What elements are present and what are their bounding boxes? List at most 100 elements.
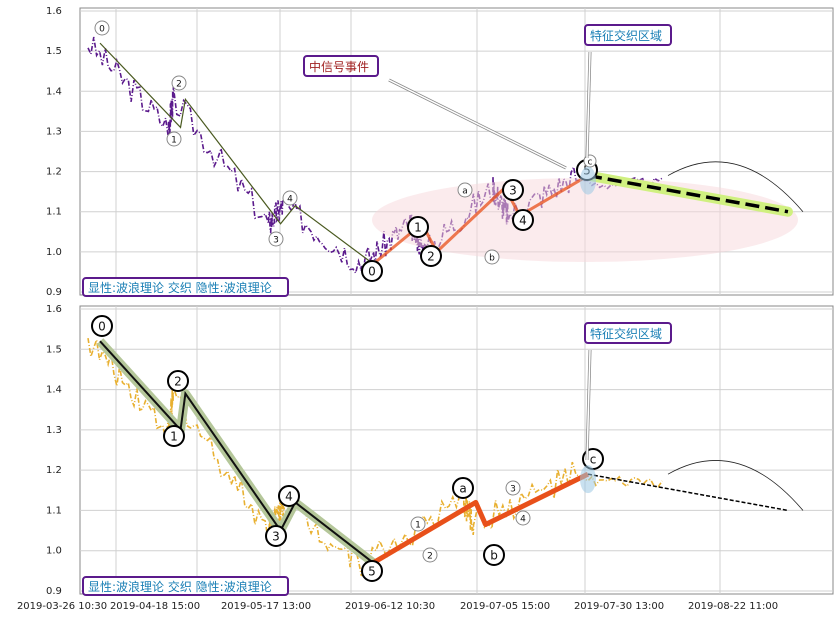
callout: 特征交织区域: [584, 24, 672, 159]
wave-label: 4: [285, 490, 293, 504]
wave-label-circle: [265, 525, 287, 547]
wave-label-circle: [502, 179, 524, 201]
wave-label-circle: [484, 249, 500, 265]
wave-label: 2: [174, 375, 182, 389]
wave-label: a: [462, 187, 468, 197]
wave-label: 2: [427, 250, 435, 264]
wave-label-circle: [163, 425, 185, 447]
wave-main: [99, 340, 374, 564]
wave-label: 1: [415, 521, 421, 531]
wave-label: 3: [510, 485, 516, 495]
callout-text: 中信号事件: [309, 59, 369, 74]
wave-label-circle: [361, 260, 383, 282]
wave-label: 1: [170, 430, 178, 444]
wave-label: c: [590, 453, 597, 467]
y-tick-label: 1.0: [46, 546, 62, 557]
callout-tail-inner: [388, 79, 567, 169]
callout: 中信号事件: [303, 55, 567, 170]
wave-main: [99, 42, 374, 265]
wave-label-circle: [505, 480, 521, 496]
forecast-arc: [667, 161, 804, 212]
legend-text: 显性:波浪理论 交织 隐性:波浪理论: [88, 280, 272, 295]
peak-highlight: [580, 465, 596, 494]
wave-label-circle: [407, 216, 429, 238]
wave-label: a: [459, 482, 466, 496]
wave-orange: [372, 471, 590, 565]
wave-label: 4: [519, 214, 527, 228]
wave-label-circle: [167, 370, 189, 392]
y-tick-label: 1.5: [46, 46, 62, 57]
callout-box: [584, 322, 672, 344]
wave-label: 4: [520, 515, 526, 525]
panel-top: 0.91.01.11.21.31.41.51.602143012345abc显性…: [46, 6, 834, 298]
wave-label: b: [489, 254, 495, 264]
forecast-line: [587, 473, 789, 512]
callout-text: 特征交织区域: [590, 326, 662, 341]
wave-label-circle: [282, 190, 298, 206]
wave-label-circle: [457, 182, 473, 198]
legend-box: [82, 576, 289, 596]
wave-label: 0: [368, 265, 376, 279]
x-tick-label: 2019-06-12 10:30: [345, 601, 435, 612]
wave-label: 4: [287, 195, 293, 205]
wave-label: 3: [272, 530, 280, 544]
plot-frame: [79, 305, 834, 595]
wave-label: b: [490, 549, 498, 563]
x-tick-label: 2019-03-26 10:30: [17, 601, 107, 612]
forecast-line: [587, 173, 789, 214]
wave-label: 3: [509, 184, 517, 198]
wave-label-circle: [166, 131, 182, 147]
y-tick-label: 1.2: [46, 167, 62, 178]
wave-label: 2: [176, 80, 182, 90]
y-tick-label: 1.4: [46, 385, 62, 396]
y-tick-label: 1.2: [46, 465, 62, 476]
wave-label: 1: [171, 136, 177, 146]
x-tick-label: 2019-07-30 13:00: [574, 601, 664, 612]
peak-highlight: [580, 166, 596, 195]
callout-tail-inner: [586, 349, 591, 461]
wave-label-circle: [515, 510, 531, 526]
x-tick-label: 2019-07-05 15:00: [460, 601, 550, 612]
wave-label: 0: [98, 320, 106, 334]
callout-text: 特征交织区域: [590, 28, 662, 43]
wave-label: 3: [273, 236, 279, 246]
wave-label: 2: [427, 552, 433, 562]
callout-tail-inner: [586, 51, 591, 159]
wave-label-circle: [94, 20, 110, 36]
panel-bottom: 0.9 1.0 1.1 1.2 1.3 1.4 1.5 1.6 0 2 1 4 3 5 a b c 1 2 3 4 显性:…: [17, 304, 834, 612]
wave-label-circle: [422, 547, 438, 563]
callout: 特征交织区域: [584, 322, 672, 461]
x-tick-label: 2019-08-22 11:00: [688, 601, 778, 612]
y-tick-label: 1.5: [46, 344, 62, 355]
y-tick-label: 0.9: [46, 287, 62, 298]
y-tick-label: 1.3: [46, 425, 62, 436]
y-tick-label: 1.4: [46, 86, 62, 97]
y-tick-label: 0.9: [46, 586, 62, 597]
wave-label: 0: [99, 25, 105, 35]
wave-label-circle: [483, 544, 505, 566]
wave-label-circle: [278, 485, 300, 507]
forecast-arc: [667, 460, 804, 511]
wave-label-circle: [268, 231, 284, 247]
wave-label: c: [588, 158, 593, 168]
wave-label: 1: [414, 221, 422, 235]
y-tick-label: 1.1: [46, 505, 62, 516]
y-tick-label: 1.6: [46, 6, 62, 17]
legend: 显性:波浪理论 交织 隐性:波浪理论: [82, 576, 289, 596]
x-tick-label: 2019-04-18 15:00: [110, 601, 200, 612]
wave-label-circle: [452, 477, 474, 499]
y-tick-label: 1.6: [46, 304, 62, 315]
wave-label-circle: [410, 516, 426, 532]
y-tick-label: 1.1: [46, 207, 62, 218]
legend-box: [82, 277, 289, 297]
y-tick-label: 1.3: [46, 126, 62, 137]
wave-label-circle: [512, 209, 534, 231]
wave-label-circle: [420, 245, 442, 267]
legend: 显性:波浪理论 交织 隐性:波浪理论: [82, 277, 289, 297]
callout-box: [303, 55, 379, 77]
callout-box: [584, 24, 672, 46]
wave-label-circle: [361, 560, 383, 582]
y-tick-label: 1.0: [46, 247, 62, 258]
